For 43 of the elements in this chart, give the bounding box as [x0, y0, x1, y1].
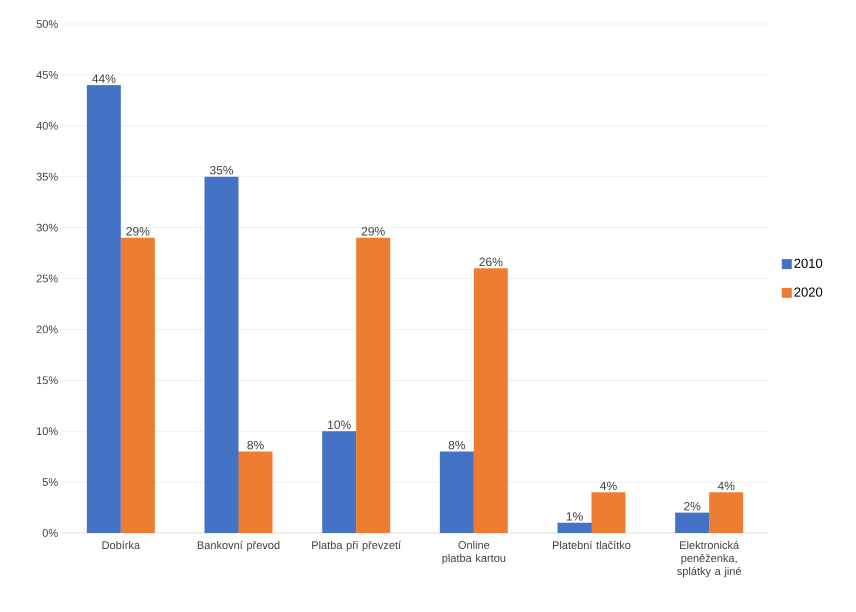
bar: [204, 176, 239, 533]
bar: [675, 512, 710, 533]
data-label: 2%: [684, 502, 700, 510]
data-label: 8%: [247, 440, 264, 450]
y-tick-label: 50%: [36, 20, 58, 28]
data-label: 10%: [328, 420, 351, 429]
y-tick-label: 35%: [36, 172, 58, 181]
x-tick-label: Bankovní převod: [198, 540, 280, 552]
data-label: 26%: [479, 258, 502, 266]
data-label: 8%: [448, 440, 466, 450]
bar: [120, 238, 155, 533]
data-label: 4%: [718, 482, 734, 490]
bar: [238, 452, 273, 533]
bar: [474, 268, 508, 533]
bar: [592, 492, 626, 533]
y-tick-label: 25%: [36, 274, 58, 282]
bar: [86, 85, 121, 533]
bar: [440, 452, 474, 533]
y-tick-label: 45%: [36, 71, 58, 79]
y-tick-label: 40%: [36, 122, 58, 130]
y-tick-label: 0%: [42, 529, 58, 537]
bar: [709, 492, 744, 533]
legend-label: 2010: [794, 258, 822, 268]
legend-label: 2020: [794, 287, 822, 297]
bar: [558, 522, 592, 533]
x-tick-label: Elektronická peněženka, splátky a jiné: [677, 540, 742, 578]
x-tick-label: Online platba kartou: [442, 540, 506, 564]
y-tick-label: 15%: [36, 376, 58, 384]
y-tick-label: 30%: [36, 224, 58, 232]
bar: [322, 431, 356, 533]
data-label: 1%: [566, 512, 583, 521]
bar: [356, 238, 390, 533]
data-label: 35%: [210, 166, 234, 174]
y-tick-label: 20%: [36, 326, 58, 334]
x-tick-label: Dobírka: [102, 540, 140, 550]
x-tick-label: Platební tlačítko: [552, 540, 630, 550]
x-tick-label: Platba při převzetí: [312, 540, 402, 552]
y-tick-label: 5%: [42, 478, 58, 486]
data-label: 29%: [362, 227, 385, 236]
y-tick-label: 10%: [36, 427, 58, 436]
data-label: 29%: [126, 227, 150, 236]
data-label: 44%: [92, 74, 116, 83]
data-label: 4%: [600, 482, 617, 490]
